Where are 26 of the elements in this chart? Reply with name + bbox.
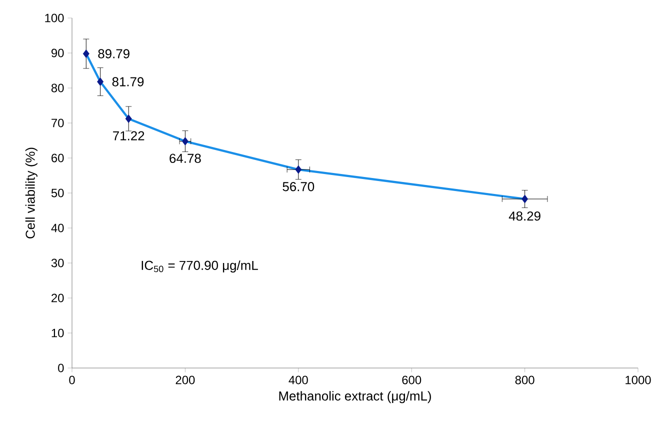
- y-tick-label: 80: [51, 84, 64, 92]
- y-tick-label: 30: [51, 258, 64, 268]
- y-tick-label: 20: [52, 294, 64, 302]
- data-label: 48.29: [508, 211, 540, 221]
- data-label: 81.79: [112, 77, 144, 86]
- y-axis-title: Cell viability (%): [25, 148, 38, 238]
- y-tick-label: 0: [58, 364, 64, 372]
- x-tick-label: 400: [288, 376, 308, 384]
- y-tick-label: 60: [52, 154, 64, 162]
- annotation: IC$_{50}$ = 770.90 μg/mL: [142, 260, 258, 273]
- data-label: 64.78: [170, 154, 201, 163]
- y-tick-label: 90: [51, 48, 64, 58]
- x-tick-label: 200: [176, 376, 195, 384]
- data-label: 89.79: [98, 49, 130, 58]
- x-tick-label: 1000: [626, 376, 651, 384]
- y-tick-label: 100: [45, 14, 64, 22]
- x-axis-title: Methanolic extract (μg/mL): [279, 391, 431, 404]
- x-tick-label: 800: [515, 376, 534, 384]
- x-tick-label: 600: [402, 376, 422, 384]
- y-tick-label: 10: [52, 328, 64, 338]
- x-tick-label: 0: [69, 376, 75, 384]
- y-tick-label: 50: [51, 188, 64, 198]
- y-tick-label: 70: [52, 118, 64, 128]
- y-tick-label: 40: [51, 224, 64, 232]
- data-label: 56.70: [282, 182, 314, 192]
- data-label: 71.22: [113, 131, 144, 140]
